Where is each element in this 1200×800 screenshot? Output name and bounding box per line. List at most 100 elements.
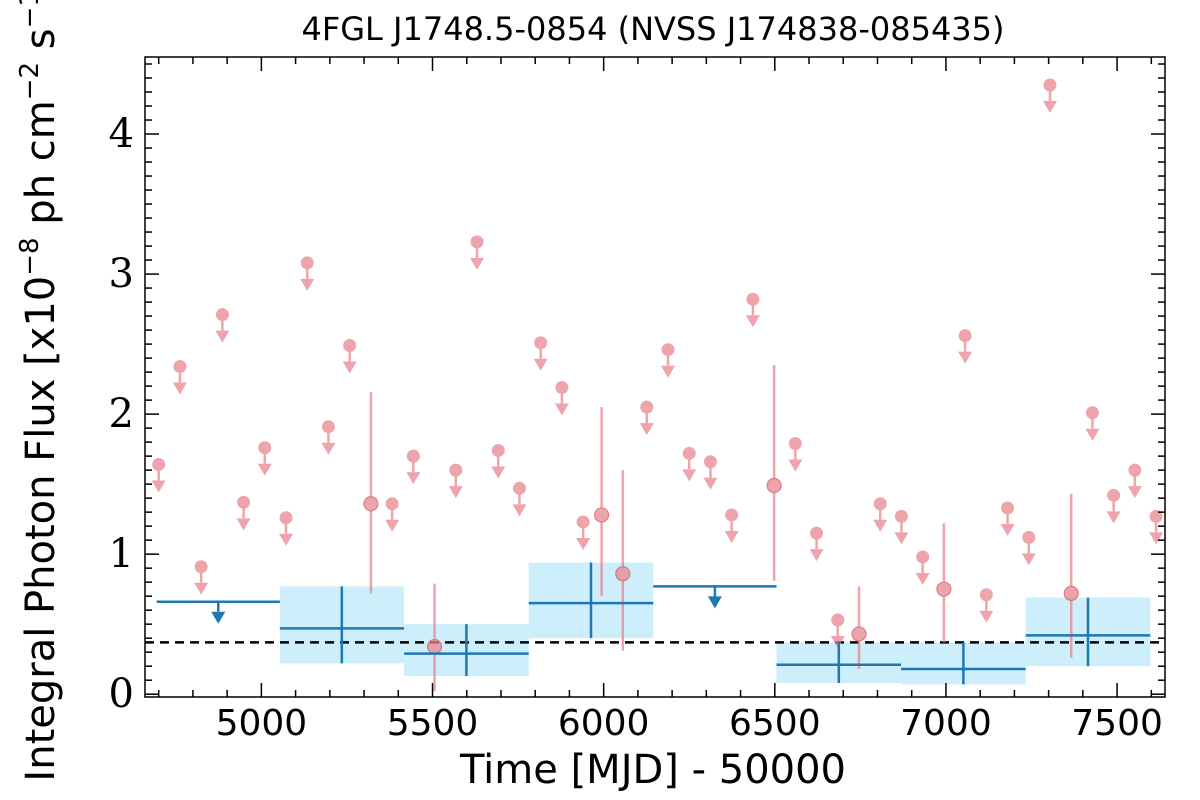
upper-limit-arrowhead [639,423,654,436]
short-bin-upper-limit [406,449,421,485]
short-bin-upper-limit [279,511,294,546]
short-bin-detection [363,391,379,594]
upper-limit-arrowhead [894,532,909,545]
upper-limit-arrowhead [1149,532,1164,545]
upper-limit-arrowhead [1021,553,1036,566]
long-bin-detection [528,562,654,639]
short-bin-upper-limit [724,508,739,543]
upper-limit-arrowhead [745,315,760,328]
upper-limit-marker [321,420,335,434]
short-bin-detection [594,407,610,597]
upper-limit-arrowhead [512,504,527,517]
upper-limit-arrowhead [491,466,506,479]
y-axis-label: Integral Photon Flux [x10−8 ph cm−2 s−1] [15,0,64,782]
upper-limit-arrowhead [809,549,824,562]
upper-limit-marker [215,308,229,322]
upper-limit-marker [512,481,526,495]
upper-limit-arrowhead [448,486,463,499]
long-bin-detection [404,624,529,676]
long-bin-upper-limit [156,600,280,624]
upper-limit-marker [576,515,590,529]
short-bin-upper-limit [979,588,994,623]
short-bin-upper-limit [215,308,230,343]
short-bin-upper-limit [788,437,803,472]
upper-limit-arrowhead [215,330,230,343]
short-bin-upper-limit [1000,501,1015,536]
upper-limit-arrowhead [576,537,591,550]
upper-limit-arrowhead [300,278,315,291]
upper-limit-arrowhead [194,582,209,595]
short-bin-upper-limit [342,338,357,374]
short-bin-upper-limit [448,463,463,499]
upper-limit-arrowhead [1106,511,1121,524]
x-tick-label: 6500 [729,703,821,744]
upper-limit-marker [300,256,314,270]
short-bin-upper-limit [639,400,654,436]
detection-marker [851,626,867,642]
upper-limit-arrowhead [236,518,251,531]
upper-limit-arrowhead [1042,101,1057,114]
upper-limit-arrowhead [470,257,485,270]
y-axis-label-exponent-1: −8 [15,237,45,275]
x-tick-label: 5500 [387,703,479,744]
upper-limit-arrowhead [279,533,294,546]
detection-marker [594,507,610,523]
upper-limit-marker [810,526,824,540]
y-tick-label: 2 [109,391,134,437]
short-bin-upper-limit [194,560,209,595]
upper-limit-arrowhead [533,358,548,371]
upper-limit-arrowhead [406,472,421,485]
short-bin-upper-limit [554,381,569,416]
axis-ticks: 5000 5500 6000 6500 7000 7500 0 1 2 3 4 [109,57,1165,744]
short-bin-upper-limit [576,515,591,550]
short-bin-detection [936,523,952,643]
upper-limit-marker [1043,78,1057,92]
chart-title: 4FGL J1748.5-0854 (NVSS J174838-085435) [301,10,1004,48]
short-bin-upper-limit [809,526,824,562]
plot-content [145,78,1165,692]
upper-limit-marker [1149,509,1163,523]
upper-limit-marker [1022,530,1036,544]
upper-limit-arrowhead [342,361,357,374]
upper-limit-marker [640,400,654,414]
upper-limit-arrowhead [1127,486,1142,499]
short-bin-upper-limit [172,359,187,395]
y-tick-label: 3 [109,251,134,297]
upper-limit-marker [555,381,569,395]
short-bin-upper-limit [512,481,527,517]
short-bin-upper-limit [894,509,909,545]
x-tick-label: 7500 [1071,703,1163,744]
x-tick-label: 7000 [900,703,992,744]
short-bin-detection [766,365,782,581]
short-bin-upper-limit [1127,463,1142,499]
short-bin-upper-limit [236,495,251,531]
upper-limit-arrowhead [661,365,676,378]
upper-limit-arrowhead [682,469,697,482]
upper-limit-arrowhead [1000,523,1015,536]
upper-limit-marker [873,497,887,511]
upper-limit-marker [1128,463,1142,477]
short-bin-upper-limit [1042,78,1057,114]
upper-limit-arrowhead [385,519,400,532]
upper-limit-marker [894,509,908,523]
y-axis-label-units-1: ph cm [18,100,64,237]
upper-limit-arrowhead [724,530,739,543]
upper-limit-marker [661,343,675,357]
short-bin-upper-limit [300,256,315,291]
short-bin-upper-limit [958,329,973,364]
upper-limit-marker [279,511,293,525]
upper-limit-marker [258,441,272,455]
long-bin-detection [901,642,1026,685]
short-bin-upper-limit [915,550,930,585]
axes-frame [144,56,1166,698]
upper-limit-marker [194,560,208,574]
upper-limit-marker [491,444,505,458]
short-bin-detection [1063,493,1079,658]
long-bin-detection [279,586,405,664]
short-bin-detection [426,583,443,692]
upper-limit-arrowhead [830,635,845,648]
upper-limit-marker [470,235,484,249]
short-bin-upper-limit [830,613,845,648]
short-bin-upper-limit [533,336,548,371]
